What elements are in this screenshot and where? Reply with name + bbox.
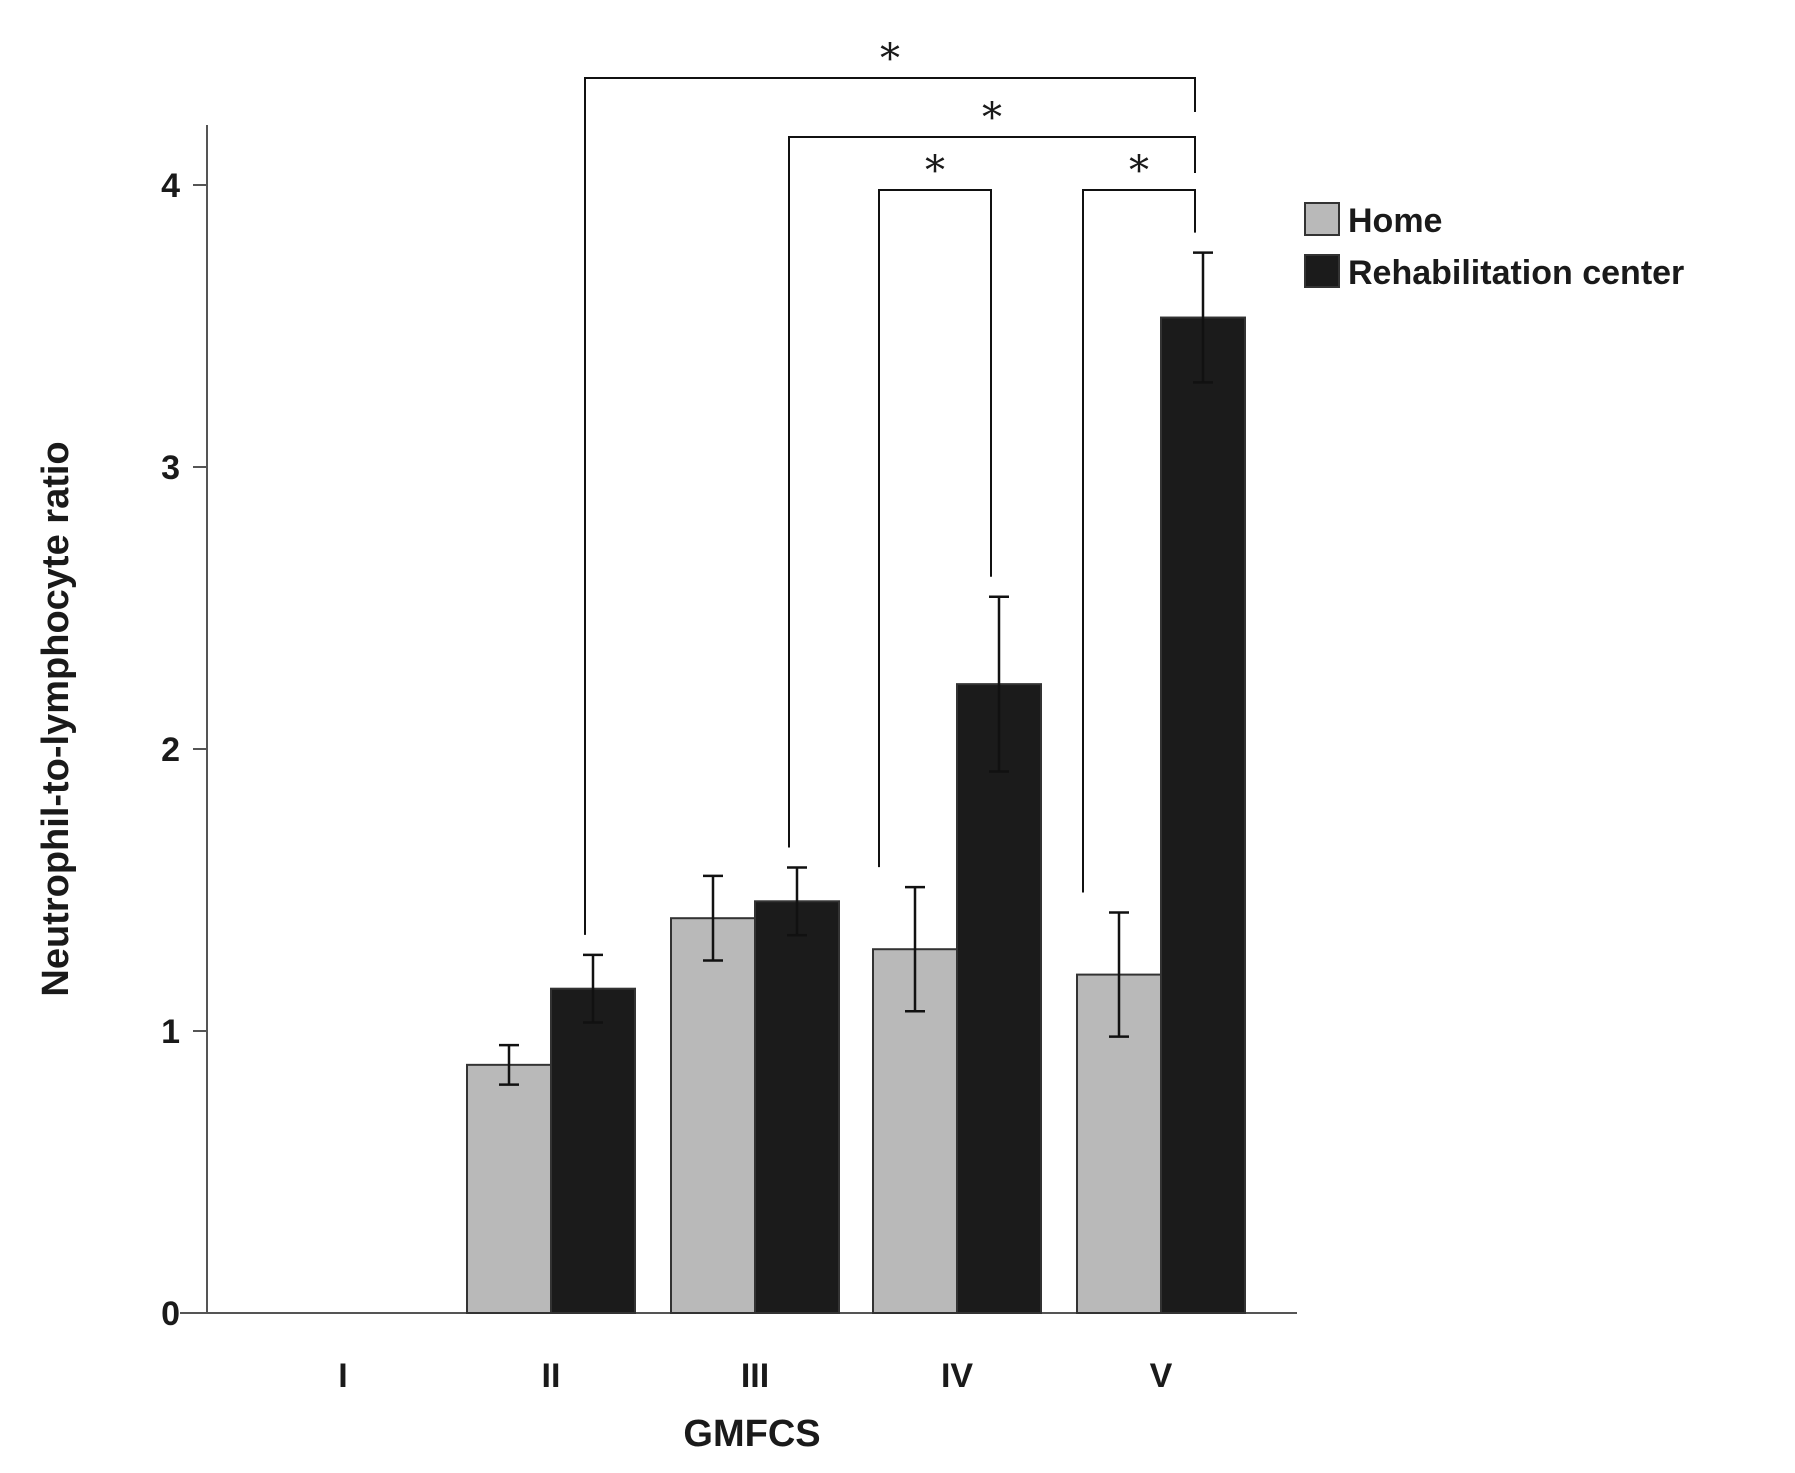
significance-bracket: [584, 77, 1196, 935]
significance-star: *: [880, 36, 900, 82]
bar-rehabilitation-center: [550, 987, 636, 1314]
y-axis-title: Neutrophil-to-lymphocyte ratio: [35, 441, 77, 996]
y-tick-label: 1: [161, 1013, 180, 1051]
bar-rehabilitation-center: [1160, 316, 1246, 1315]
significance-star: *: [982, 95, 1002, 141]
y-tick-label: 3: [161, 449, 180, 487]
bar-home: [466, 1063, 552, 1314]
significance-brackets: * * * *: [584, 36, 1196, 935]
significance-bracket: [1082, 189, 1196, 893]
x-tick-label: IV: [941, 1357, 973, 1395]
x-tick-label: V: [1150, 1357, 1173, 1395]
legend: Home Rehabilitation center: [1304, 202, 1684, 292]
bars: [466, 316, 1246, 1315]
legend-label-home: Home: [1348, 202, 1442, 240]
bar-home: [670, 917, 756, 1314]
x-tick-label: II: [542, 1357, 561, 1395]
significance-bracket: [788, 136, 1196, 848]
y-tick-label: 4: [161, 167, 180, 205]
y-tick-label: 0: [161, 1295, 180, 1333]
x-tick-label: I: [338, 1357, 347, 1395]
x-axis-title: GMFCS: [683, 1413, 820, 1455]
significance-star: *: [1129, 148, 1149, 194]
legend-swatch-rehabilitation-center: [1304, 254, 1340, 288]
significance-star: *: [925, 148, 945, 194]
x-tick-label: III: [741, 1357, 769, 1395]
bar-rehabilitation-center: [754, 900, 840, 1315]
x-ticks: I II III IV V: [338, 1357, 1172, 1395]
y-tick-label: 2: [161, 731, 180, 769]
error-bars: [499, 251, 1213, 1086]
legend-label-rehabilitation-center: Rehabilitation center: [1348, 254, 1684, 292]
legend-swatch-home: [1304, 202, 1340, 236]
bar-rehabilitation-center: [956, 683, 1042, 1314]
significance-bracket: [878, 189, 992, 868]
y-ticks: 0 1 2 3 4: [161, 167, 207, 1333]
